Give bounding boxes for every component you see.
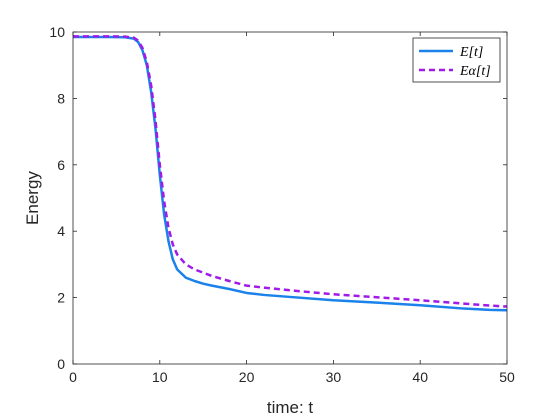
x-tick-label: 40: [412, 369, 428, 385]
x-tick-label: 0: [69, 369, 77, 385]
x-axis-label: time: t: [267, 398, 314, 417]
y-tick-label: 8: [57, 90, 65, 106]
x-tick-label: 20: [239, 369, 255, 385]
x-tick-label: 50: [499, 369, 515, 385]
y-tick-label: 4: [57, 223, 65, 239]
legend-box: [412, 37, 501, 83]
plot-frame: [72, 31, 508, 365]
ticks-layer: 0 10 20 30 40 50 0 2 4 6 8 10: [49, 24, 515, 385]
series-layer: [73, 35, 508, 312]
y-tick-label: 6: [57, 157, 65, 173]
y-tick-label: 0: [57, 356, 65, 372]
y-axis-label: Energy: [23, 171, 42, 225]
x-tick-label: 30: [326, 369, 342, 385]
y-tick-label: 10: [49, 24, 65, 40]
legend: E[t] Eα[t]: [412, 37, 501, 83]
legend-label-e: E[t]: [459, 45, 483, 60]
legend-label-e-alpha: Eα[t]: [459, 64, 491, 79]
y-tick-label: 2: [57, 290, 65, 306]
plot-area: [73, 32, 507, 364]
x-tick-label: 10: [152, 369, 168, 385]
series-line-e-alpha: [73, 35, 508, 308]
